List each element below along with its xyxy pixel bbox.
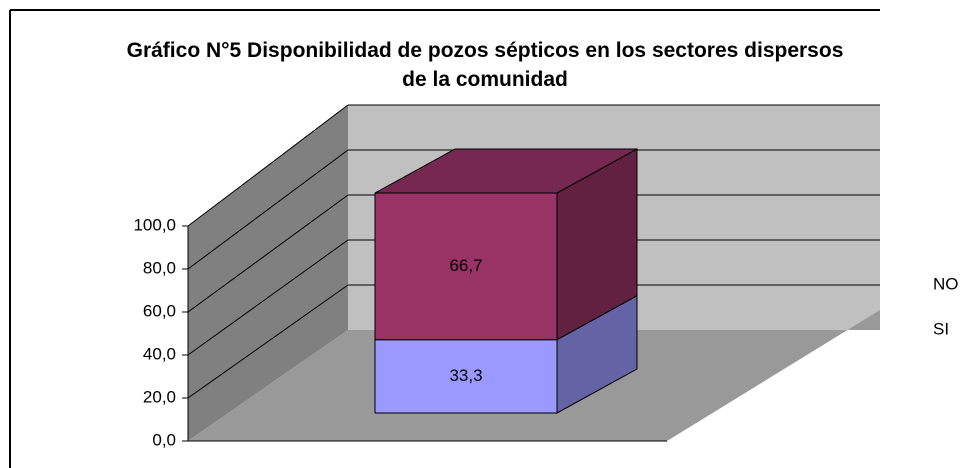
grid-line xyxy=(187,194,349,313)
y-tick-label: 80,0 xyxy=(143,258,176,277)
bar xyxy=(374,339,558,414)
side-wall xyxy=(188,105,348,441)
bar-top xyxy=(374,148,638,194)
data-label: 66,7 xyxy=(449,256,482,275)
legend-label: NO xyxy=(933,274,959,293)
y-tick-label: 0,0 xyxy=(152,430,176,449)
y-tick-label: 60,0 xyxy=(143,301,176,320)
legend-label: SI xyxy=(933,319,949,338)
y-tick-label: 40,0 xyxy=(143,344,176,363)
y-tick-label: 20,0 xyxy=(143,387,176,406)
y-tick-label: 100,0 xyxy=(133,215,176,234)
chart-title: Gráfico N°5 Disponibilidad de pozos sépt… xyxy=(126,39,844,91)
grid-line xyxy=(187,284,349,399)
bar xyxy=(374,192,558,341)
data-label: 33,3 xyxy=(449,366,482,385)
grid-line xyxy=(187,239,349,356)
grid-line xyxy=(187,104,349,227)
grid-line xyxy=(187,149,349,270)
